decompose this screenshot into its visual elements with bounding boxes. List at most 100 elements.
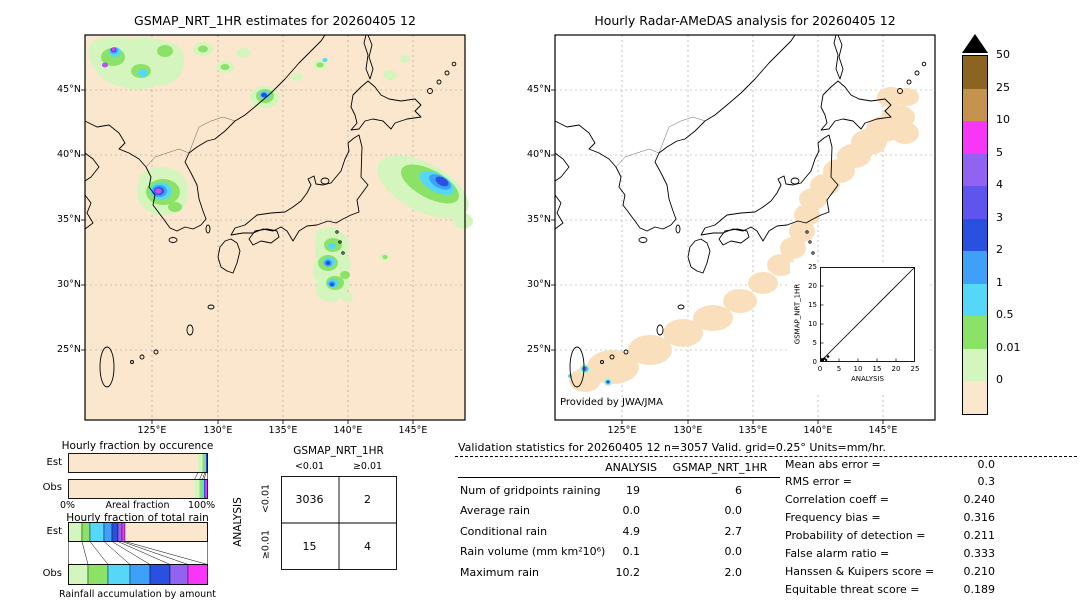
stats-row-analysis: 10.2 <box>615 566 641 579</box>
stats-row-gsmap: 0.0 <box>724 545 743 558</box>
lon-tick: 125°E <box>137 425 167 436</box>
contingency-row2-label: ≥0.01 <box>260 529 272 560</box>
metric-value: 0.333 <box>963 547 996 560</box>
inset-xlabel: ANALYSIS <box>850 375 884 383</box>
inset-ytick: 5 <box>812 339 817 347</box>
totalrain-est-label: Est <box>46 526 62 537</box>
stats-row-analysis: 0.1 <box>622 545 641 558</box>
inset-xtick: 25 <box>910 365 920 373</box>
left-map-title: GSMAP_NRT_1HR estimates for 20260405 12 <box>134 13 416 28</box>
contingency-col2-label: ≥0.01 <box>352 461 383 472</box>
colorbar-segment <box>963 153 987 186</box>
inset-scatter: 25 20 15 10 5 0 0 5 10 15 20 25 GSMAP_NR… <box>790 262 930 392</box>
stats-row-gsmap: 2.0 <box>724 566 743 579</box>
colorbar-label: 25 <box>996 80 1010 94</box>
colorbar-label: 0.5 <box>996 308 1014 321</box>
colorbar-segment <box>963 381 987 414</box>
stats-row-label: Num of gridpoints raining <box>460 484 601 497</box>
lon-tick: 145°E <box>868 425 898 436</box>
graticule <box>85 35 465 420</box>
colorbar-segment <box>963 251 987 284</box>
inset-xtick: 10 <box>853 365 863 373</box>
colorbar: 50 25 10 5 4 3 2 1 0.5 0.01 0 <box>962 34 1032 434</box>
axis-ticks <box>81 89 414 424</box>
colorbar-label: 0 <box>996 373 1003 386</box>
lon-tick: 135°E <box>268 425 298 436</box>
metric-value: 0.211 <box>963 529 996 542</box>
rainfall-field <box>88 36 473 302</box>
inset-xtick: 15 <box>872 365 882 373</box>
metric-label: Correlation coeff = <box>785 493 889 506</box>
left-map-canvas <box>81 34 473 424</box>
left-map: 45°N 40°N 35°N 30°N 25°N 125°E 130°E 135… <box>57 34 473 436</box>
colorbar-label: 10 <box>996 113 1010 126</box>
metric-label: Mean abs error = <box>785 458 881 471</box>
metric-value: 0.240 <box>963 493 996 506</box>
contingency-row-group: ANALYSIS <box>232 497 244 547</box>
lat-tick: 35°N <box>57 214 81 225</box>
colorbar-segment <box>963 348 987 381</box>
inset-ytick: 10 <box>808 320 817 328</box>
inset-xtick: 0 <box>817 365 823 373</box>
data-credit: Provided by JWA/JMA <box>560 397 663 408</box>
colorbar-segment <box>963 316 987 349</box>
lon-tick: 140°E <box>333 425 363 436</box>
stats-row-label: Maximum rain <box>460 566 539 579</box>
colorbar-segment <box>963 186 987 219</box>
colorbar-label: 0.01 <box>996 340 1021 354</box>
stats-row-gsmap: 2.7 <box>724 525 743 538</box>
colorbar-label: 2 <box>996 243 1003 256</box>
stats-row-analysis: 4.9 <box>622 525 641 538</box>
lon-tick: 135°E <box>738 425 768 436</box>
contingency-grid <box>281 476 397 570</box>
lon-tick: 125°E <box>607 425 637 436</box>
metric-value: 0.316 <box>963 511 996 524</box>
occurrence-chart-title: Hourly fraction by occurence <box>61 440 214 452</box>
lat-tick: 35°N <box>527 214 551 225</box>
occurrence-bars <box>68 453 208 499</box>
stats-title: Validation statistics for 20260405 12 n=… <box>458 441 886 454</box>
metric-label: RMS error = <box>785 475 852 488</box>
metric-value: 0.3 <box>977 475 996 488</box>
occurrence-xlabel: Areal fraction <box>105 500 170 511</box>
metric-label: Hanssen & Kuipers score = <box>785 565 935 578</box>
inset-plot-area <box>820 267 915 362</box>
lon-tick: 130°E <box>673 425 703 436</box>
colorbar-segment <box>963 121 987 154</box>
colorbar-overflow-triangle <box>962 34 988 53</box>
lat-tick: 30°N <box>527 279 551 290</box>
inset-points <box>820 355 830 362</box>
contingency-value-21: 15 <box>302 540 317 553</box>
axis-ticks <box>551 89 884 424</box>
stats-col1-header: ANALYSIS <box>605 461 657 474</box>
colorbar-label: 3 <box>996 210 1003 224</box>
stats-header-underline <box>458 477 780 478</box>
inset-ytick: 0 <box>812 358 817 366</box>
stats-row-analysis: 19 <box>626 484 640 497</box>
occurrence-x0: 0% <box>60 500 76 511</box>
radar-rain-field <box>567 87 919 392</box>
coastlines <box>84 34 457 388</box>
right-map: 45°N 40°N 35°N 30°N 25°N 125°E 130°E 135… <box>527 34 936 436</box>
inset-ytick: 20 <box>808 282 817 290</box>
stats-divider <box>455 456 1077 457</box>
metric-value: 0.189 <box>963 583 996 596</box>
occurrence-obs-label: Obs <box>42 482 62 493</box>
stats-row-gsmap: 0.0 <box>724 504 743 517</box>
metric-label: Equitable threat score = <box>785 583 920 596</box>
totalrain-bars <box>68 522 208 585</box>
contingency-col1-label: <0.01 <box>294 461 325 472</box>
lat-tick: 45°N <box>57 84 81 95</box>
occurrence-est-label: Est <box>46 457 62 468</box>
lat-tick: 40°N <box>527 149 551 160</box>
contingency-value-11: 3036 <box>295 493 324 506</box>
colorbar-segment <box>963 88 987 121</box>
contingency-row1-label: <0.01 <box>260 483 272 514</box>
inset-ylabel: GSMAP_NRT_1HR <box>793 283 802 345</box>
lat-tick: 40°N <box>57 149 81 160</box>
lat-tick: 25°N <box>57 344 81 355</box>
metric-label: Frequency bias = <box>785 511 881 524</box>
totalrain-obs-label: Obs <box>42 568 62 579</box>
inset-ytick: 25 <box>808 263 817 271</box>
totalrain-chart-title: Hourly fraction of total rain <box>66 512 209 524</box>
